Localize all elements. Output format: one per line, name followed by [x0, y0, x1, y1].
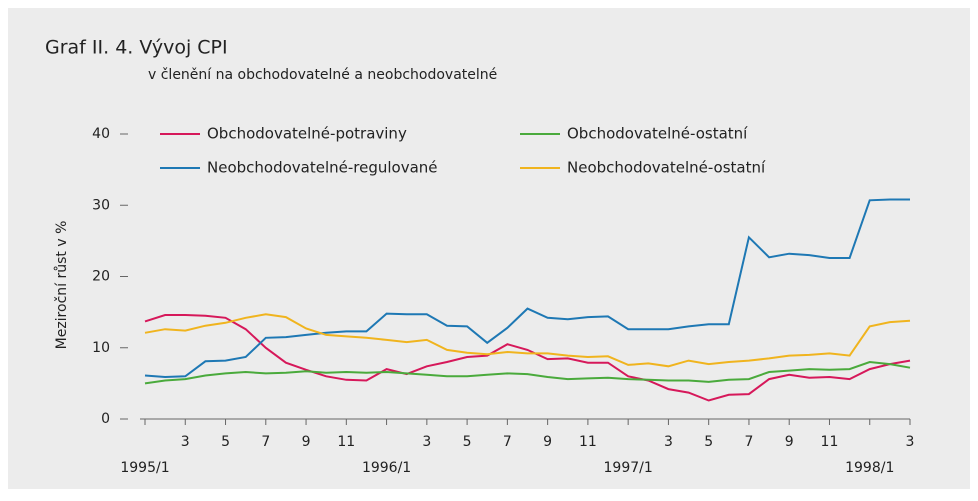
series-line: [144, 314, 911, 402]
x-tick-label: 5: [463, 434, 472, 450]
x-tick-label: 1996/1: [362, 460, 411, 476]
y-tick-label: 0: [101, 411, 110, 427]
panel: [8, 8, 970, 489]
y-tick-label: 20: [92, 269, 110, 285]
chart-title: Graf II. 4. Vývoj CPI: [45, 37, 228, 59]
y-tick-label: 10: [92, 340, 110, 356]
x-tick-label: 1997/1: [604, 460, 653, 476]
legend-label: Obchodovatelné-potraviny: [207, 125, 407, 143]
x-tick-label: 7: [503, 434, 512, 450]
x-tick-label: 1998/1: [845, 460, 894, 476]
x-tick-label: 3: [181, 434, 190, 450]
x-tick-label: 3: [664, 434, 673, 450]
x-tick-label: 11: [579, 434, 597, 450]
series-line: [144, 313, 911, 368]
y-axis-label: Meziroční růst v %: [54, 221, 70, 350]
legend-label: Neobchodovatelné-ostatní: [567, 159, 766, 177]
x-tick-label: 9: [543, 434, 552, 450]
chart-subtitle: v členění na obchodovatelné a neobchodov…: [148, 67, 497, 83]
x-tick-label: 5: [704, 434, 713, 450]
legend-label: Obchodovatelné-ostatní: [567, 125, 748, 143]
legend-label: Neobchodovatelné-regulované: [207, 159, 438, 177]
x-tick-label: 7: [744, 434, 753, 450]
series-line: [144, 198, 910, 379]
y-tick-label: 40: [92, 126, 110, 142]
x-tick-label: 3: [906, 434, 915, 450]
series-line: [144, 360, 911, 385]
x-tick-label: 11: [821, 434, 839, 450]
x-tick-label: 3: [422, 434, 431, 450]
y-tick-label: 30: [92, 197, 110, 213]
x-tick-label: 9: [302, 434, 311, 450]
x-tick-label: 9: [785, 434, 794, 450]
x-tick-label: 1995/1: [120, 460, 169, 476]
x-tick-label: 11: [337, 434, 355, 450]
x-tick-label: 5: [221, 434, 230, 450]
x-tick-label: 7: [261, 434, 270, 450]
